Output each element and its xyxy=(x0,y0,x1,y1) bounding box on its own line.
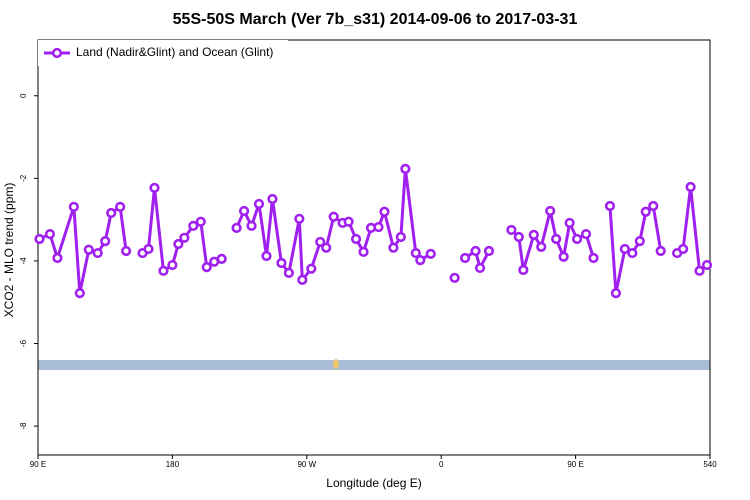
data-point xyxy=(74,288,85,299)
data-point xyxy=(627,247,638,259)
x-tick-label: 90 W xyxy=(297,460,316,469)
data-point xyxy=(685,181,696,193)
data-point xyxy=(143,243,154,255)
data-point xyxy=(328,211,339,222)
data-point xyxy=(276,257,287,269)
data-point xyxy=(506,224,517,236)
data-point xyxy=(294,213,305,224)
data-point xyxy=(238,205,250,217)
data-point xyxy=(701,259,713,271)
x-tick-label: 180 xyxy=(166,460,180,469)
data-point xyxy=(231,222,242,233)
data-point xyxy=(580,228,592,240)
chart-title: 55S-50S March (Ver 7b_s31) 2014-09-06 to… xyxy=(173,11,578,28)
data-point xyxy=(188,220,199,231)
data-point xyxy=(267,193,278,205)
data-point xyxy=(634,235,645,247)
data-point xyxy=(588,252,599,264)
data-point xyxy=(52,252,63,264)
data-point xyxy=(297,274,308,286)
x-tick-label: 90 E xyxy=(30,460,46,469)
data-point xyxy=(246,220,257,231)
data-point xyxy=(474,262,486,274)
data-point xyxy=(100,235,111,247)
data-point xyxy=(459,252,471,264)
data-point xyxy=(149,182,160,193)
data-point xyxy=(167,259,178,271)
data-point xyxy=(415,254,426,266)
y-tick-label: -2 xyxy=(19,174,28,182)
data-point xyxy=(400,163,411,174)
data-point xyxy=(44,228,56,240)
data-point xyxy=(321,242,332,253)
data-point xyxy=(619,243,630,255)
data-point xyxy=(655,245,666,257)
plot-frame xyxy=(37,39,711,456)
data-point xyxy=(158,265,169,276)
data-point xyxy=(261,250,272,262)
data-point xyxy=(545,205,556,217)
data-point xyxy=(528,229,539,241)
data-point xyxy=(201,262,212,273)
data-point xyxy=(283,267,294,278)
y-tick-label: -6 xyxy=(19,339,28,347)
data-point xyxy=(513,231,524,243)
data-point xyxy=(106,207,117,219)
data-point xyxy=(610,288,622,299)
data-point xyxy=(350,233,362,245)
data-point xyxy=(343,216,354,227)
data-point xyxy=(358,246,369,257)
data-point xyxy=(92,247,103,259)
data-point xyxy=(678,243,689,255)
region-band xyxy=(38,360,710,370)
data-point xyxy=(694,265,705,276)
data-point xyxy=(115,201,126,212)
legend-label: Land (Nadir&Glint) and Ocean (Glint) xyxy=(76,45,273,59)
data-point xyxy=(410,247,421,259)
data-point xyxy=(315,236,326,248)
data-point xyxy=(483,245,495,257)
x-tick-label: 90 E xyxy=(567,460,583,469)
data-point xyxy=(564,217,575,229)
legend-box xyxy=(38,40,288,66)
y-tick-label: 0 xyxy=(19,93,28,98)
data-point xyxy=(306,263,317,274)
data-point xyxy=(179,232,190,243)
data-point xyxy=(449,272,460,283)
y-axis-label: XCO2 - MLO trend (ppm) xyxy=(2,183,16,318)
land-patch xyxy=(333,359,339,369)
data-point xyxy=(395,231,406,243)
data-point xyxy=(34,233,45,245)
data-point xyxy=(195,216,206,227)
data-point xyxy=(68,201,79,212)
data-point xyxy=(379,206,390,217)
data-point xyxy=(558,251,569,262)
data-point xyxy=(470,245,481,257)
data-point xyxy=(388,242,399,253)
data-point xyxy=(253,198,265,210)
data-point xyxy=(121,245,132,257)
data-point xyxy=(518,264,529,276)
x-tick-label: 540 xyxy=(703,460,717,469)
legend: Land (Nadir&Glint) and Ocean (Glint) xyxy=(38,40,288,66)
y-tick-label: -8 xyxy=(19,422,28,430)
data-point xyxy=(648,200,659,212)
x-tick-label: 0 xyxy=(439,460,444,469)
data-point xyxy=(604,200,616,212)
data-point xyxy=(173,238,184,250)
data-point xyxy=(551,233,562,245)
data-point xyxy=(83,244,94,255)
y-tick-label: -4 xyxy=(19,257,28,265)
data-point xyxy=(216,253,227,264)
data-point xyxy=(536,241,547,252)
data-point xyxy=(425,248,436,260)
legend-marker xyxy=(51,47,63,59)
data-point xyxy=(571,233,583,245)
x-axis-label: Longitude (deg E) xyxy=(326,476,421,490)
data-point xyxy=(373,221,384,233)
data-point xyxy=(640,206,651,217)
